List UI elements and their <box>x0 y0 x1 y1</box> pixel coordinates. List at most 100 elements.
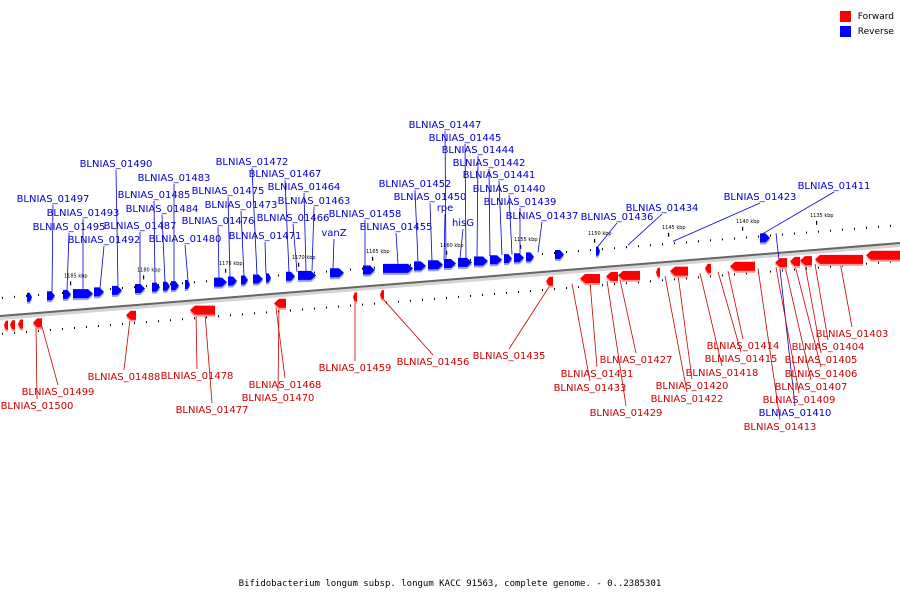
forward-gene-arrow[interactable] <box>546 276 553 286</box>
forward-gene-arrow[interactable] <box>353 292 357 302</box>
gene-label-blnias-01436[interactable]: BLNIAS_01436 <box>581 212 654 223</box>
gene-label-blnias-01434[interactable]: BLNIAS_01434 <box>626 203 699 214</box>
reverse-gene-arrow[interactable] <box>414 261 426 271</box>
gene-label-blnias-01410[interactable]: BLNIAS_01410 <box>759 408 832 419</box>
gene-label-blnias-01407[interactable]: BLNIAS_01407 <box>775 382 848 393</box>
gene-label-blnias-01473[interactable]: BLNIAS_01473 <box>205 200 278 211</box>
reverse-gene-arrow[interactable] <box>760 233 770 243</box>
gene-label-rpe[interactable]: rpe <box>437 203 454 214</box>
reverse-gene-arrow[interactable] <box>163 281 170 291</box>
forward-gene-arrow[interactable] <box>4 320 8 330</box>
gene-label-blnias-01495[interactable]: BLNIAS_01495 <box>33 222 106 233</box>
gene-label-blnias-01441[interactable]: BLNIAS_01441 <box>463 170 536 181</box>
forward-gene-arrow[interactable] <box>866 250 900 260</box>
reverse-gene-arrow[interactable] <box>241 275 248 285</box>
reverse-gene-arrow[interactable] <box>266 273 271 283</box>
gene-label-blnias-01492[interactable]: BLNIAS_01492 <box>68 235 141 246</box>
reverse-gene-arrow[interactable] <box>428 260 443 270</box>
forward-gene-arrow[interactable] <box>790 256 800 266</box>
gene-label-blnias-01470[interactable]: BLNIAS_01470 <box>242 393 315 404</box>
forward-gene-arrow[interactable] <box>380 290 384 300</box>
gene-label-blnias-01476[interactable]: BLNIAS_01476 <box>182 216 255 227</box>
gene-label-blnias-01420[interactable]: BLNIAS_01420 <box>656 381 729 392</box>
reverse-gene-arrow[interactable] <box>214 277 227 287</box>
forward-gene-arrow[interactable] <box>10 320 15 330</box>
gene-label-blnias-01444[interactable]: BLNIAS_01444 <box>442 145 515 156</box>
gene-label-blnias-01442[interactable]: BLNIAS_01442 <box>453 158 526 169</box>
reverse-gene-arrow[interactable] <box>185 279 190 289</box>
forward-gene-arrow[interactable] <box>126 310 136 320</box>
gene-label-blnias-01456[interactable]: BLNIAS_01456 <box>397 357 470 368</box>
gene-label-blnias-01475[interactable]: BLNIAS_01475 <box>192 186 265 197</box>
gene-label-blnias-01413[interactable]: BLNIAS_01413 <box>744 422 817 433</box>
gene-label-blnias-01467[interactable]: BLNIAS_01467 <box>249 169 322 180</box>
gene-label-blnias-01406[interactable]: BLNIAS_01406 <box>785 369 858 380</box>
gene-label-blnias-01499[interactable]: BLNIAS_01499 <box>22 387 95 398</box>
gene-label-blnias-01404[interactable]: BLNIAS_01404 <box>792 342 865 353</box>
forward-gene-arrow[interactable] <box>656 267 660 277</box>
gene-label-blnias-01455[interactable]: BLNIAS_01455 <box>360 222 433 233</box>
gene-label-blnias-01466[interactable]: BLNIAS_01466 <box>257 213 330 224</box>
gene-label-blnias-01497[interactable]: BLNIAS_01497 <box>17 194 90 205</box>
gene-label-blnias-01468[interactable]: BLNIAS_01468 <box>249 380 322 391</box>
gene-label-blnias-01493[interactable]: BLNIAS_01493 <box>47 208 120 219</box>
gene-label-blnias-01433[interactable]: BLNIAS_01433 <box>554 383 627 394</box>
reverse-gene-arrow[interactable] <box>47 291 55 301</box>
gene-label-blnias-01439[interactable]: BLNIAS_01439 <box>484 197 557 208</box>
gene-label-blnias-01472[interactable]: BLNIAS_01472 <box>216 157 289 168</box>
gene-label-blnias-01500[interactable]: BLNIAS_01500 <box>1 401 74 412</box>
reverse-gene-arrow[interactable] <box>514 253 524 263</box>
gene-label-blnias-01485[interactable]: BLNIAS_01485 <box>118 190 191 201</box>
forward-gene-arrow[interactable] <box>705 263 711 273</box>
gene-label-blnias-01488[interactable]: BLNIAS_01488 <box>88 372 161 383</box>
gene-label-blnias-01471[interactable]: BLNIAS_01471 <box>229 231 302 242</box>
forward-gene-arrow[interactable] <box>800 256 812 266</box>
forward-gene-arrow[interactable] <box>618 270 640 280</box>
gene-label-blnias-01409[interactable]: BLNIAS_01409 <box>763 395 836 406</box>
reverse-gene-arrow[interactable] <box>298 270 316 280</box>
reverse-gene-arrow[interactable] <box>63 289 71 299</box>
gene-label-blnias-01450[interactable]: BLNIAS_01450 <box>394 192 467 203</box>
gene-label-blnias-01405[interactable]: BLNIAS_01405 <box>785 355 858 366</box>
gene-label-blnias-01490[interactable]: BLNIAS_01490 <box>80 159 153 170</box>
gene-label-blnias-01422[interactable]: BLNIAS_01422 <box>651 394 724 405</box>
gene-label-blnias-01437[interactable]: BLNIAS_01437 <box>506 211 579 222</box>
reverse-gene-arrow[interactable] <box>171 281 179 291</box>
reverse-gene-arrow[interactable] <box>112 285 122 295</box>
forward-gene-arrow[interactable] <box>274 298 286 308</box>
reverse-gene-arrow[interactable] <box>555 249 564 259</box>
reverse-gene-arrow[interactable] <box>253 274 263 284</box>
reverse-gene-arrow[interactable] <box>286 271 295 281</box>
forward-gene-arrow[interactable] <box>775 258 787 268</box>
forward-gene-arrow[interactable] <box>33 318 42 328</box>
gene-label-blnias-01478[interactable]: BLNIAS_01478 <box>161 371 234 382</box>
gene-label-blnias-01414[interactable]: BLNIAS_01414 <box>707 341 780 352</box>
gene-label-blnias-01480[interactable]: BLNIAS_01480 <box>149 234 222 245</box>
gene-label-blnias-01411[interactable]: BLNIAS_01411 <box>798 181 871 192</box>
gene-label-blnias-01477[interactable]: BLNIAS_01477 <box>176 405 249 416</box>
gene-label-blnias-01447[interactable]: BLNIAS_01447 <box>409 120 482 131</box>
forward-gene-arrow[interactable] <box>18 319 23 329</box>
reverse-gene-arrow[interactable] <box>474 256 488 266</box>
reverse-gene-arrow[interactable] <box>152 282 160 292</box>
gene-label-blnias-01464[interactable]: BLNIAS_01464 <box>268 182 341 193</box>
reverse-gene-arrow[interactable] <box>444 258 456 268</box>
gene-label-hisg[interactable]: hisG <box>452 218 474 229</box>
gene-label-blnias-01463[interactable]: BLNIAS_01463 <box>278 196 351 207</box>
gene-label-blnias-01483[interactable]: BLNIAS_01483 <box>138 173 211 184</box>
reverse-gene-arrow[interactable] <box>526 252 534 262</box>
reverse-gene-arrow[interactable] <box>504 254 512 264</box>
reverse-gene-arrow[interactable] <box>94 287 104 297</box>
gene-label-blnias-01431[interactable]: BLNIAS_01431 <box>561 369 634 380</box>
reverse-gene-arrow[interactable] <box>73 289 93 299</box>
gene-label-blnias-01403[interactable]: BLNIAS_01403 <box>816 329 889 340</box>
gene-label-vanz[interactable]: vanZ <box>321 228 346 239</box>
reverse-gene-arrow[interactable] <box>228 276 237 286</box>
reverse-gene-arrow[interactable] <box>135 284 145 294</box>
gene-label-blnias-01423[interactable]: BLNIAS_01423 <box>724 192 797 203</box>
forward-gene-arrow[interactable] <box>670 266 688 276</box>
gene-label-blnias-01418[interactable]: BLNIAS_01418 <box>686 368 759 379</box>
gene-label-blnias-01459[interactable]: BLNIAS_01459 <box>319 363 392 374</box>
gene-label-blnias-01429[interactable]: BLNIAS_01429 <box>590 408 663 419</box>
gene-label-blnias-01445[interactable]: BLNIAS_01445 <box>429 133 502 144</box>
